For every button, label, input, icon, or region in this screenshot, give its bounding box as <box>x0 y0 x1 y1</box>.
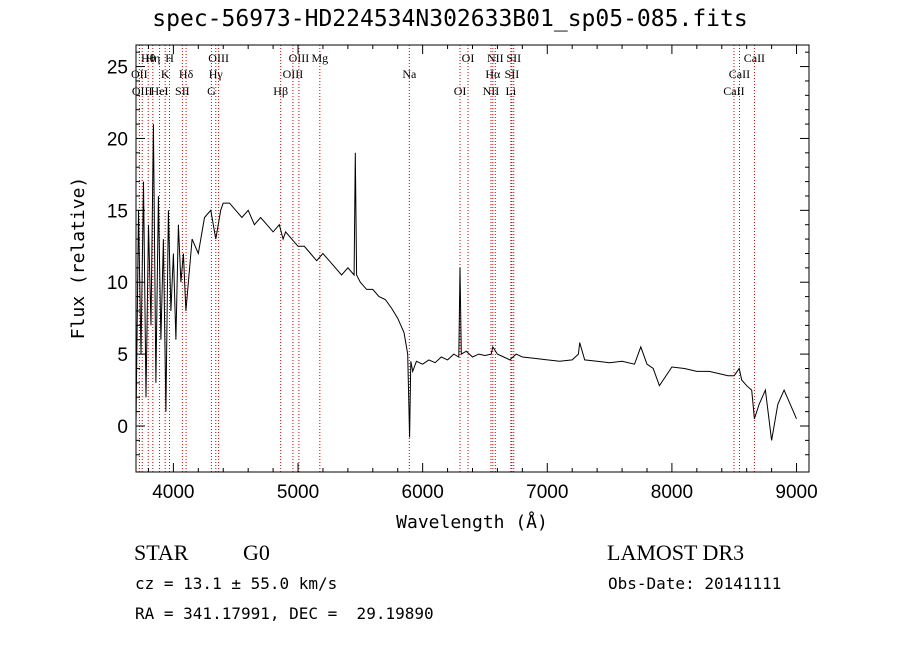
line-marker-label: Hθ <box>141 51 156 65</box>
redshift-cz: cz = 13.1 ± 55.0 km/s <box>135 574 338 593</box>
y-axis-label: Flux (relative) <box>68 177 89 340</box>
plot-frame <box>135 44 810 473</box>
spectrum-line <box>135 124 797 441</box>
line-marker-label: Mg <box>311 51 328 65</box>
x-tick-label: 8000 <box>651 482 693 503</box>
line-marker-label: Na <box>402 67 417 81</box>
line-marker-label: Hδ <box>179 67 194 81</box>
y-tick-label: 20 <box>107 129 128 150</box>
line-marker-label: SII <box>506 51 521 65</box>
line-marker-label: CaII <box>723 84 744 98</box>
line-marker-label: OI <box>462 51 475 65</box>
line-marker-label: Li <box>506 84 517 98</box>
line-marker-label: H <box>165 51 174 65</box>
line-marker-label: SII <box>505 67 520 81</box>
page-title: spec-56973-HD224534N302633B01_sp05-085.f… <box>152 6 748 32</box>
y-tick-label: 0 <box>117 417 128 438</box>
x-tick-label: 7000 <box>526 482 568 503</box>
x-axis-label: Wavelength (Å) <box>396 511 548 533</box>
line-marker-label: OIII <box>208 51 229 65</box>
x-tick-label: 9000 <box>775 482 817 503</box>
line-marker-label: Hα <box>485 67 501 81</box>
line-marker-label: CaII <box>744 51 765 65</box>
object-class: STAR <box>134 540 189 565</box>
line-marker-label: G <box>207 84 216 98</box>
line-marker-label: NII <box>487 51 504 65</box>
y-tick-label: 10 <box>107 273 128 294</box>
y-tick-label: 5 <box>117 345 128 366</box>
y-tick-label: 25 <box>107 58 128 79</box>
y-tick-label: 15 <box>107 201 128 222</box>
survey-name: LAMOST DR3 <box>607 540 745 565</box>
line-marker-label: OI <box>454 84 467 98</box>
x-tick-label: 5000 <box>277 482 319 503</box>
object-subclass: G0 <box>243 540 270 565</box>
x-tick-label: 6000 <box>402 482 444 503</box>
observation-date: Obs-Date: 20141111 <box>608 574 782 593</box>
coordinates: RA = 341.17991, DEC = 29.19890 <box>135 604 434 623</box>
line-marker-label: Hβ <box>273 84 288 98</box>
line-marker-label: Hγ <box>209 67 224 81</box>
line-marker-label: OIII <box>283 67 304 81</box>
line-marker-label: Hη <box>145 51 160 65</box>
axis-ticks: 4000 5000 6000 7000 8000 9000 0 5 10 15 20 25 <box>107 45 818 503</box>
line-marker-label: SII <box>175 84 190 98</box>
line-marker-label: CaII <box>729 67 750 81</box>
line-markers <box>138 45 755 472</box>
line-marker-label: NII <box>483 84 500 98</box>
line-marker-label: OIII <box>132 84 153 98</box>
line-marker-label: OII <box>131 67 148 81</box>
line-marker-labels: Hθ OII OIII HηK HeI H Hδ SII OIII Hγ G OIII OIII Hβ Mg… <box>131 51 765 98</box>
line-marker-label: HeI <box>151 84 169 98</box>
x-tick-label: 4000 <box>152 482 194 503</box>
line-marker-label: OIII <box>289 51 310 65</box>
line-marker-label: K <box>161 67 170 81</box>
